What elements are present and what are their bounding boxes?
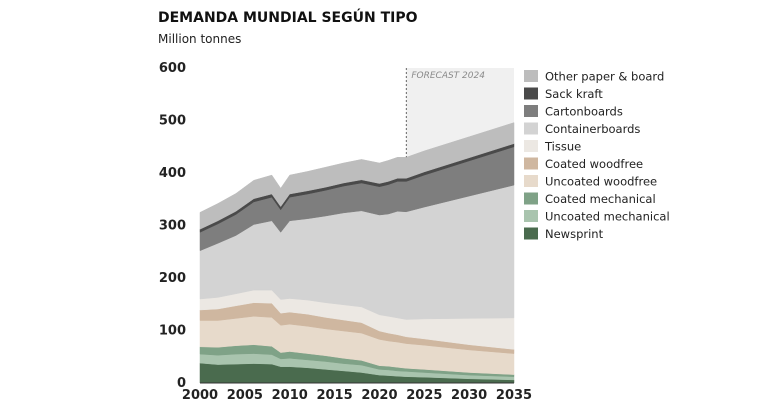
area-other-paper-board — [199, 122, 515, 230]
x-tick-label: 2010 — [272, 388, 308, 401]
y-tick-label: 100 — [159, 324, 186, 339]
x-tick-label: 2020 — [361, 388, 397, 401]
legend-label: Uncoated mechanical — [545, 210, 670, 224]
legend: Other paper & board Sack kraft Cartonboard… — [524, 70, 670, 241]
forecast-label: FORECAST 2024 — [411, 71, 485, 81]
legend-label: Tissue — [544, 140, 581, 154]
y-tick-label: 0 — [177, 376, 186, 391]
legend-swatch — [524, 210, 538, 222]
legend-swatch — [524, 70, 538, 82]
x-tick-label: 2015 — [316, 388, 352, 401]
y-tick-label: 300 — [159, 219, 186, 234]
legend-swatch — [524, 140, 538, 152]
y-tick-label: 200 — [159, 271, 186, 286]
y-tick-label: 600 — [159, 61, 186, 76]
legend-swatch — [524, 122, 538, 135]
chart-title: DEMANDA MUNDIAL SEGÚN TIPO — [158, 8, 418, 26]
legend-label: Sack kraft — [545, 87, 603, 101]
legend-label: Uncoated woodfree — [545, 175, 657, 189]
legend-label: Coated woodfree — [545, 157, 643, 171]
legend-label: Containerboards — [545, 122, 640, 136]
y-tick-label: 400 — [159, 166, 186, 181]
x-tick-label: 2035 — [496, 388, 532, 401]
legend-swatch — [524, 105, 538, 117]
y-tick-label: 500 — [159, 114, 186, 129]
x-tick-label: 2000 — [182, 388, 218, 401]
legend-swatch — [524, 175, 538, 187]
areas — [199, 122, 515, 384]
x-tick-label: 2025 — [406, 388, 442, 401]
x-axis-ticks: 2000 2005 2010 2015 2020 2025 2030 2035 — [182, 388, 532, 401]
x-tick-label: 2030 — [451, 388, 487, 401]
unit-label: Million tonnes — [158, 32, 241, 46]
legend-swatch — [524, 192, 538, 205]
legend-label: Newsprint — [545, 227, 604, 241]
legend-label: Other paper & board — [545, 70, 664, 84]
legend-swatch — [524, 227, 538, 240]
legend-swatch — [524, 157, 538, 170]
legend-label: Cartonboards — [545, 105, 623, 119]
legend-label: Coated mechanical — [545, 192, 656, 206]
x-tick-label: 2005 — [227, 388, 263, 401]
y-axis-ticks: 0 100 200 300 400 500 600 — [159, 61, 186, 391]
legend-swatch — [524, 87, 538, 100]
